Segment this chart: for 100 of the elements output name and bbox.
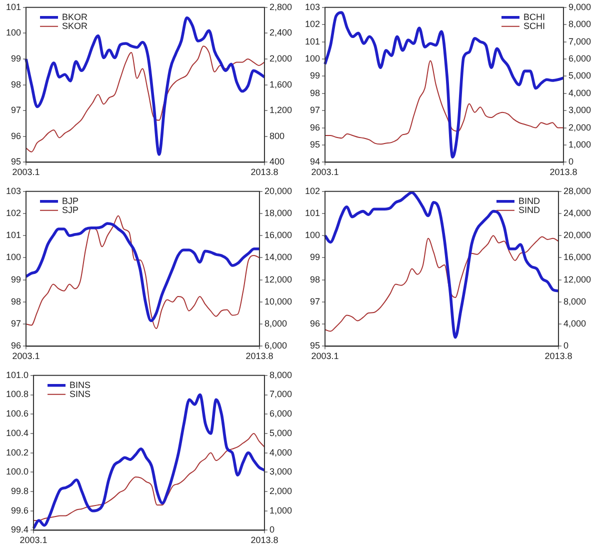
y-tick-label: 102: [304, 186, 320, 196]
y2-tick-label: 10,000: [264, 296, 292, 306]
y-tick-label: 100.0: [6, 466, 29, 477]
y2-tick-label: 7,000: [269, 389, 292, 400]
y-tick-label: 100: [304, 53, 320, 64]
y-tick-label: 101: [304, 36, 320, 46]
y-tick-label: 94: [310, 156, 320, 167]
legend-label: SINS: [70, 388, 91, 399]
y-tick-label: 103: [6, 186, 22, 196]
legend-label: BINS: [70, 380, 91, 390]
y2-tick-label: 24,000: [563, 208, 592, 218]
y-tick-label: 97: [310, 105, 320, 116]
y-tick-label: 97: [310, 296, 320, 306]
y2-tick-label: 0: [269, 524, 274, 535]
y2-tick-label: 0: [568, 156, 574, 167]
y2-tick-label: 6,000: [269, 408, 292, 419]
y2-tick-label: 2,000: [269, 53, 292, 64]
y2-tick-label: 2,800: [269, 2, 292, 12]
line-series: [33, 432, 265, 522]
y-tick-label: 101.0: [6, 370, 29, 380]
y2-tick-label: 3,000: [269, 466, 292, 477]
x-tick-label: 2013.8: [250, 535, 278, 546]
x-tick-label: 2003.1: [12, 351, 40, 362]
y-tick-label: 100: [304, 230, 320, 240]
y2-tick-label: 2,000: [568, 122, 592, 132]
y2-tick-label: 6,000: [264, 340, 288, 351]
y2-tick-label: 12,000: [563, 274, 592, 284]
y2-tick-label: 4,000: [269, 447, 292, 458]
y-tick-label: 103: [304, 2, 320, 12]
y-tick-label: 96: [11, 130, 22, 141]
legend-label: SCHI: [523, 20, 545, 31]
y-tick-label: 100.4: [6, 428, 29, 438]
y2-tick-label: 5,000: [269, 428, 292, 438]
y2-tick-label: 8,000: [269, 370, 292, 380]
y-tick-label: 95: [11, 156, 22, 167]
y2-tick-label: 8,000: [563, 296, 586, 306]
y-tick-label: 98: [310, 274, 320, 284]
y2-tick-label: 20,000: [563, 230, 592, 240]
y-tick-label: 99.8: [10, 486, 29, 496]
y2-tick-label: 20,000: [264, 186, 292, 196]
y-tick-label: 99: [310, 252, 320, 262]
y2-tick-label: 1,600: [269, 79, 292, 90]
y2-tick-label: 9,000: [568, 2, 592, 12]
y-tick-label: 100: [6, 28, 22, 38]
y2-tick-label: 0: [563, 340, 568, 351]
legend-label: BIND: [518, 196, 540, 206]
y-tick-label: 96: [310, 122, 320, 132]
y-tick-label: 97: [11, 318, 22, 329]
y2-tick-label: 7,000: [568, 36, 592, 46]
y2-tick-label: 16,000: [563, 252, 592, 262]
y2-tick-label: 2,000: [269, 486, 292, 496]
y2-tick-label: 16,000: [264, 230, 292, 240]
y-tick-label: 102: [304, 19, 320, 30]
y-tick-label: 100: [6, 252, 22, 262]
x-tick-label: 2003.1: [311, 167, 339, 178]
legend-label: SKOR: [62, 20, 88, 31]
legend-label: BKOR: [62, 12, 88, 22]
y2-tick-label: 1,000: [269, 505, 292, 516]
y-tick-label: 101: [304, 208, 320, 218]
line-series: [324, 191, 560, 339]
y-tick-label: 98: [310, 88, 320, 98]
y-tick-label: 96: [11, 340, 22, 351]
y-tick-label: 99.4: [10, 524, 29, 535]
y-tick-label: 99: [11, 274, 22, 284]
legend-label: SIND: [518, 204, 540, 215]
y-tick-label: 95: [310, 139, 320, 150]
y-tick-label: 99.6: [10, 505, 29, 516]
y2-tick-label: 4,000: [563, 318, 586, 329]
y2-tick-label: 12,000: [264, 274, 292, 284]
y-tick-label: 102: [6, 208, 22, 218]
y-tick-label: 96: [310, 318, 320, 329]
y-tick-label: 100.6: [6, 408, 29, 419]
y2-tick-label: 2,400: [269, 28, 292, 38]
y2-tick-label: 800: [269, 130, 285, 141]
legend-label: BCHI: [523, 12, 545, 22]
y-tick-label: 97: [11, 105, 22, 116]
y2-tick-label: 400: [269, 156, 285, 167]
y2-tick-label: 6,000: [568, 53, 592, 64]
legend-label: BJP: [62, 196, 79, 206]
x-tick-label: 2003.1: [20, 535, 48, 546]
y-tick-label: 101: [6, 230, 22, 240]
y2-tick-label: 8,000: [264, 318, 288, 329]
x-tick-label: 2003.1: [311, 351, 339, 362]
y-tick-label: 101: [6, 2, 22, 12]
y2-tick-label: 8,000: [568, 19, 592, 30]
y2-tick-label: 28,000: [563, 186, 592, 196]
line-series: [324, 60, 564, 145]
line-series: [26, 46, 265, 152]
y2-tick-label: 1,200: [269, 105, 292, 116]
x-tick-label: 2013.8: [544, 351, 572, 362]
legend-label: SJP: [62, 204, 79, 215]
y2-tick-label: 4,000: [568, 88, 592, 98]
y-tick-label: 98: [11, 296, 22, 306]
x-tick-label: 2003.1: [12, 167, 40, 178]
y-tick-label: 99: [11, 53, 22, 64]
line-series: [324, 235, 559, 332]
y-tick-label: 99: [310, 70, 320, 81]
x-tick-label: 2013.8: [250, 167, 278, 178]
x-tick-label: 2013.8: [246, 351, 274, 362]
y2-tick-label: 18,000: [264, 208, 292, 218]
